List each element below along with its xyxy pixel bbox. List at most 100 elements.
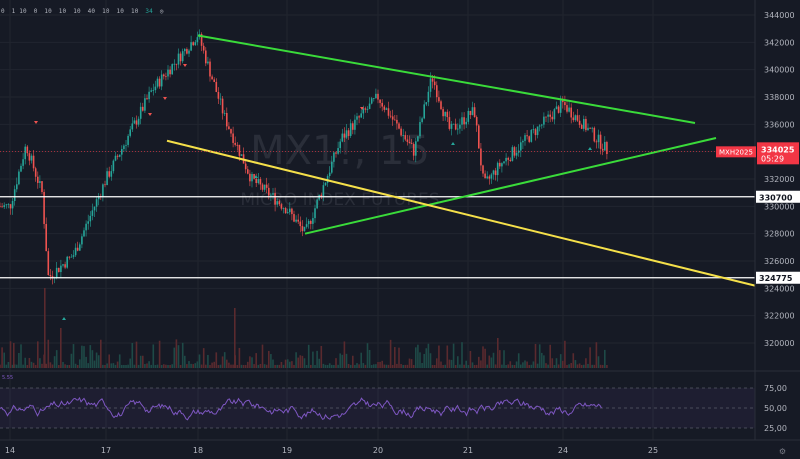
volume-bar [30,361,33,368]
volume-bar [234,308,236,368]
candle-body [324,182,327,186]
candle-body [513,147,516,156]
candle-body [62,264,64,266]
candle-body [398,123,400,129]
volume-bar [108,354,110,368]
candle-body [583,118,585,129]
candle-body [89,215,92,222]
eye-icon[interactable]: ◎ [159,8,164,15]
candle-body [3,205,5,208]
volume-bar [551,358,554,368]
candle-body [137,118,140,125]
ohlc-value: 40 [87,8,96,15]
candle-body [465,121,467,125]
volume-bar [427,343,430,368]
candle-body [349,123,352,136]
volume-bar [100,339,102,368]
volume-bar [549,344,551,368]
candle-body [76,247,79,251]
volume-bar [121,364,123,368]
candle-body [490,174,493,179]
candle-body [129,129,131,136]
candle-body [232,133,234,143]
candle-body [341,133,344,142]
candle-body [528,136,530,142]
volume-bar [44,288,46,368]
volume-bar [160,364,163,368]
candle-body [146,98,148,100]
candle-body [520,142,522,151]
candle-body [236,144,239,146]
candle-body [118,154,121,157]
candle-body [234,142,236,145]
volume-bar [536,363,539,368]
volume-bar [284,359,287,368]
candle-body [526,135,528,137]
candle-body [536,126,539,136]
volume-bar [112,363,115,368]
candle-body [95,199,98,207]
volume-bar [9,341,12,368]
candle-body [383,106,386,110]
volume-bar [381,360,383,368]
volume-bar [480,360,482,368]
candle-body [202,45,205,51]
volume-bar [20,344,22,368]
volume-bar [135,341,138,368]
time-tick: 19 [282,446,292,455]
candle-body [356,116,358,120]
volume-bar [232,364,234,368]
volume-bar [373,364,375,368]
settings-icon[interactable]: ⚙ [778,447,786,456]
candle-body [160,74,163,87]
candle-body [70,256,73,258]
candle-body [179,53,182,62]
candle-body [373,98,375,99]
volume-bar [343,341,346,368]
price-tick: 342000 [764,38,795,47]
volume-bar [295,352,297,368]
candle-body [37,176,39,183]
volume-bar [13,364,16,368]
volume-bar [263,364,266,368]
volume-bar [156,364,159,368]
volume-bar [163,364,165,368]
candle-body [238,144,241,156]
candle-body [448,117,451,129]
volume-bar [150,364,152,368]
candle-body [270,194,272,196]
candle-body [545,116,547,118]
volume-bar [104,364,106,368]
volume-bar [335,358,337,368]
candle-body [150,90,152,92]
ohlc-value: 10 [116,8,125,15]
volume-bar [196,361,199,368]
candle-body [505,157,507,162]
volume-bar [526,361,528,368]
volume-bar [39,358,41,368]
candle-body [362,108,365,114]
candle-body [47,251,50,276]
volume-bar [95,352,98,368]
volume-bar [236,364,239,368]
time-tick: 25 [648,446,658,455]
candle-body [299,221,302,227]
buy-marker [62,317,66,320]
price-tick: 322000 [764,312,795,321]
time-tick: 21 [463,446,473,455]
volume-bar [322,363,325,368]
volume-bar [291,361,293,368]
candle-body [104,184,106,186]
candle-body [551,116,554,120]
volume-bar [520,364,522,368]
volume-bar [383,364,386,368]
candle-body [486,176,488,179]
volume-bar [484,348,486,368]
candle-body [221,98,224,114]
candle-body [261,184,264,190]
candle-body [578,120,581,125]
candle-body [43,191,45,224]
candle-body [280,204,283,209]
